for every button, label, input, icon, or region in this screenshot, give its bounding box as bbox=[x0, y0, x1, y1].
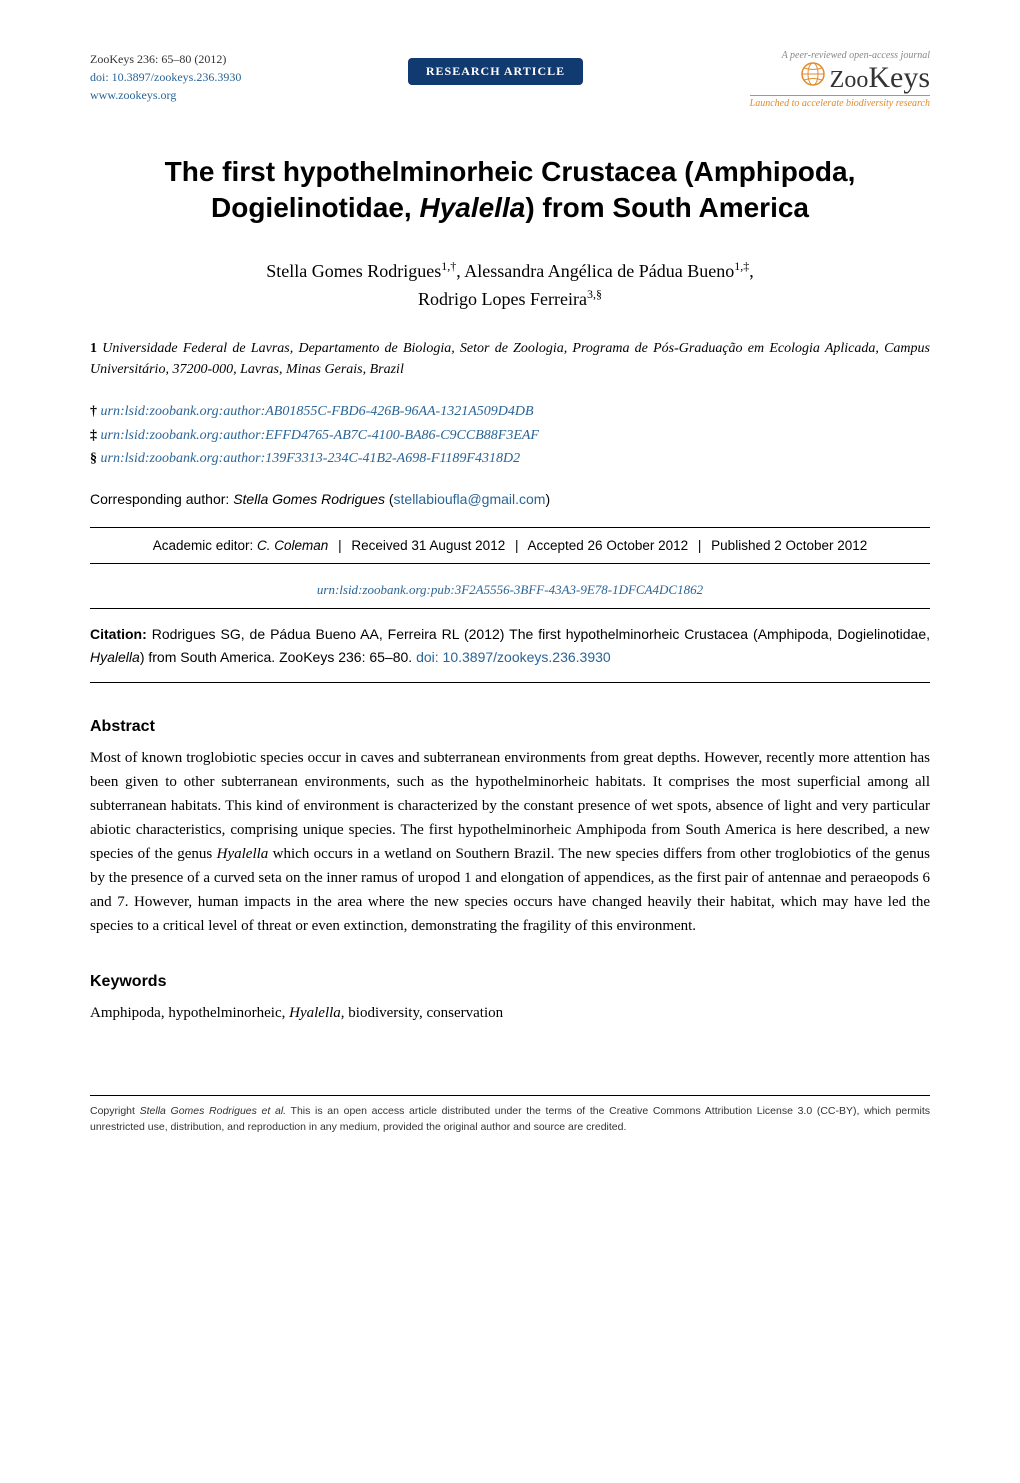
citation-block: Citation: Rodrigues SG, de Pádua Bueno A… bbox=[90, 623, 930, 683]
lsid-link-2[interactable]: urn:lsid:zoobank.org:author:EFFD4765-AB7… bbox=[101, 428, 539, 443]
author-1-sup: 1,† bbox=[441, 259, 456, 273]
abstract-body: Most of known troglobiotic species occur… bbox=[90, 746, 930, 938]
abstract-heading: Abstract bbox=[90, 718, 930, 736]
article-title: The first hypothelminorheic Crustacea (A… bbox=[90, 154, 930, 227]
lsid-block: † urn:lsid:zoobank.org:author:AB01855C-F… bbox=[90, 400, 930, 471]
citation-label: Citation: bbox=[90, 626, 147, 642]
editorial-dates: Academic editor: C. Coleman | Received 3… bbox=[90, 527, 930, 564]
editor-name: C. Coleman bbox=[257, 538, 328, 553]
citation-text-pre: Rodrigues SG, de Pádua Bueno AA, Ferreir… bbox=[147, 626, 930, 642]
affiliation-number: 1 bbox=[90, 341, 97, 356]
lsid-line-3: § urn:lsid:zoobank.org:author:139F3313-2… bbox=[90, 447, 930, 471]
lsid-sym-3: § bbox=[90, 451, 97, 466]
corresponding-email[interactable]: stellabioufla@gmail.com bbox=[394, 491, 546, 507]
lsid-sym-2: ‡ bbox=[90, 428, 97, 443]
footer: Copyright Stella Gomes Rodrigues et al. … bbox=[90, 1095, 930, 1136]
article-type-badge: RESEARCH ARTICLE bbox=[408, 58, 583, 85]
keywords-genus: Hyalella bbox=[289, 1005, 341, 1021]
lsid-link-1[interactable]: urn:lsid:zoobank.org:author:AB01855C-FBD… bbox=[101, 404, 534, 419]
title-line-2-pre: Dogielinotidae, bbox=[211, 192, 419, 223]
author-3-sup: 3,§ bbox=[587, 287, 602, 301]
website-link[interactable]: www.zookeys.org bbox=[90, 86, 241, 104]
doi-link[interactable]: doi: 10.3897/zookeys.236.3930 bbox=[90, 70, 241, 84]
corresponding-author: Corresponding author: Stella Gomes Rodri… bbox=[90, 491, 930, 507]
corresponding-label: Corresponding author: bbox=[90, 491, 233, 507]
accepted-date: Accepted 26 October 2012 bbox=[528, 538, 689, 553]
abstract-genus: Hyalella bbox=[217, 846, 269, 862]
received-date: Received 31 August 2012 bbox=[351, 538, 505, 553]
title-genus: Hyalella bbox=[419, 192, 525, 223]
lsid-link-3[interactable]: urn:lsid:zoobank.org:author:139F3313-234… bbox=[101, 451, 521, 466]
urn-block: urn:lsid:zoobank.org:pub:3F2A5556-3BFF-4… bbox=[90, 576, 930, 609]
lsid-line-2: ‡ urn:lsid:zoobank.org:author:EFFD4765-A… bbox=[90, 424, 930, 448]
author-3: Rodrigo Lopes Ferreira bbox=[418, 289, 587, 309]
urn-pub-link[interactable]: urn:lsid:zoobank.org:pub:3F2A5556-3BFF-4… bbox=[317, 582, 703, 597]
affiliation: 1 Universidade Federal de Lavras, Depart… bbox=[90, 338, 930, 380]
globe-icon bbox=[800, 61, 826, 95]
keywords-pre: Amphipoda, hypothelminorheic, bbox=[90, 1005, 289, 1021]
separator: | bbox=[515, 538, 519, 553]
authors: Stella Gomes Rodrigues1,†, Alessandra An… bbox=[90, 257, 930, 313]
citation-genus: Hyalella bbox=[90, 649, 140, 665]
published-date: Published 2 October 2012 bbox=[711, 538, 867, 553]
journal-line: ZooKeys 236: 65–80 (2012) bbox=[90, 50, 241, 68]
copyright-notice: Copyright Stella Gomes Rodrigues et al. … bbox=[90, 1104, 930, 1136]
separator: | bbox=[338, 538, 342, 553]
logo-tagline-top: A peer-reviewed open-access journal bbox=[750, 50, 930, 61]
keywords-post: , biodiversity, conservation bbox=[341, 1005, 503, 1021]
keywords-heading: Keywords bbox=[90, 973, 930, 991]
citation-doi-link[interactable]: doi: 10.3897/zookeys.236.3930 bbox=[416, 649, 611, 665]
lsid-sym-1: † bbox=[90, 404, 97, 419]
author-2: Alessandra Angélica de Pádua Bueno bbox=[464, 261, 734, 281]
author-1: Stella Gomes Rodrigues bbox=[266, 261, 441, 281]
keywords-body: Amphipoda, hypothelminorheic, Hyalella, … bbox=[90, 1001, 930, 1025]
copyright-holder: Stella Gomes Rodrigues et al. bbox=[140, 1105, 286, 1117]
journal-logo: A peer-reviewed open-access journal ZooK… bbox=[750, 50, 930, 109]
author-2-sup: 1,‡ bbox=[734, 259, 749, 273]
paren-close: ) bbox=[545, 491, 550, 507]
copyright-pre: Copyright bbox=[90, 1105, 140, 1117]
editor-label: Academic editor: bbox=[153, 538, 257, 553]
citation-text-mid: ) from South America. ZooKeys 236: 65–80… bbox=[140, 649, 416, 665]
logo-main: ZooKeys bbox=[750, 61, 930, 95]
journal-info: ZooKeys 236: 65–80 (2012) doi: 10.3897/z… bbox=[90, 50, 241, 104]
separator: | bbox=[698, 538, 702, 553]
logo-tagline-bottom: Launched to accelerate biodiversity rese… bbox=[750, 95, 930, 109]
logo-text: ZooKeys bbox=[830, 61, 930, 95]
paren-open: ( bbox=[385, 491, 394, 507]
affiliation-text: Universidade Federal de Lavras, Departam… bbox=[90, 341, 930, 377]
header: ZooKeys 236: 65–80 (2012) doi: 10.3897/z… bbox=[90, 50, 930, 109]
logo-prefix: Zoo bbox=[830, 67, 869, 93]
title-line-1: The first hypothelminorheic Crustacea (A… bbox=[165, 156, 856, 187]
lsid-line-1: † urn:lsid:zoobank.org:author:AB01855C-F… bbox=[90, 400, 930, 424]
logo-keys: Keys bbox=[868, 61, 930, 94]
corresponding-name: Stella Gomes Rodrigues bbox=[233, 491, 385, 507]
title-line-2-post: ) from South America bbox=[525, 192, 809, 223]
